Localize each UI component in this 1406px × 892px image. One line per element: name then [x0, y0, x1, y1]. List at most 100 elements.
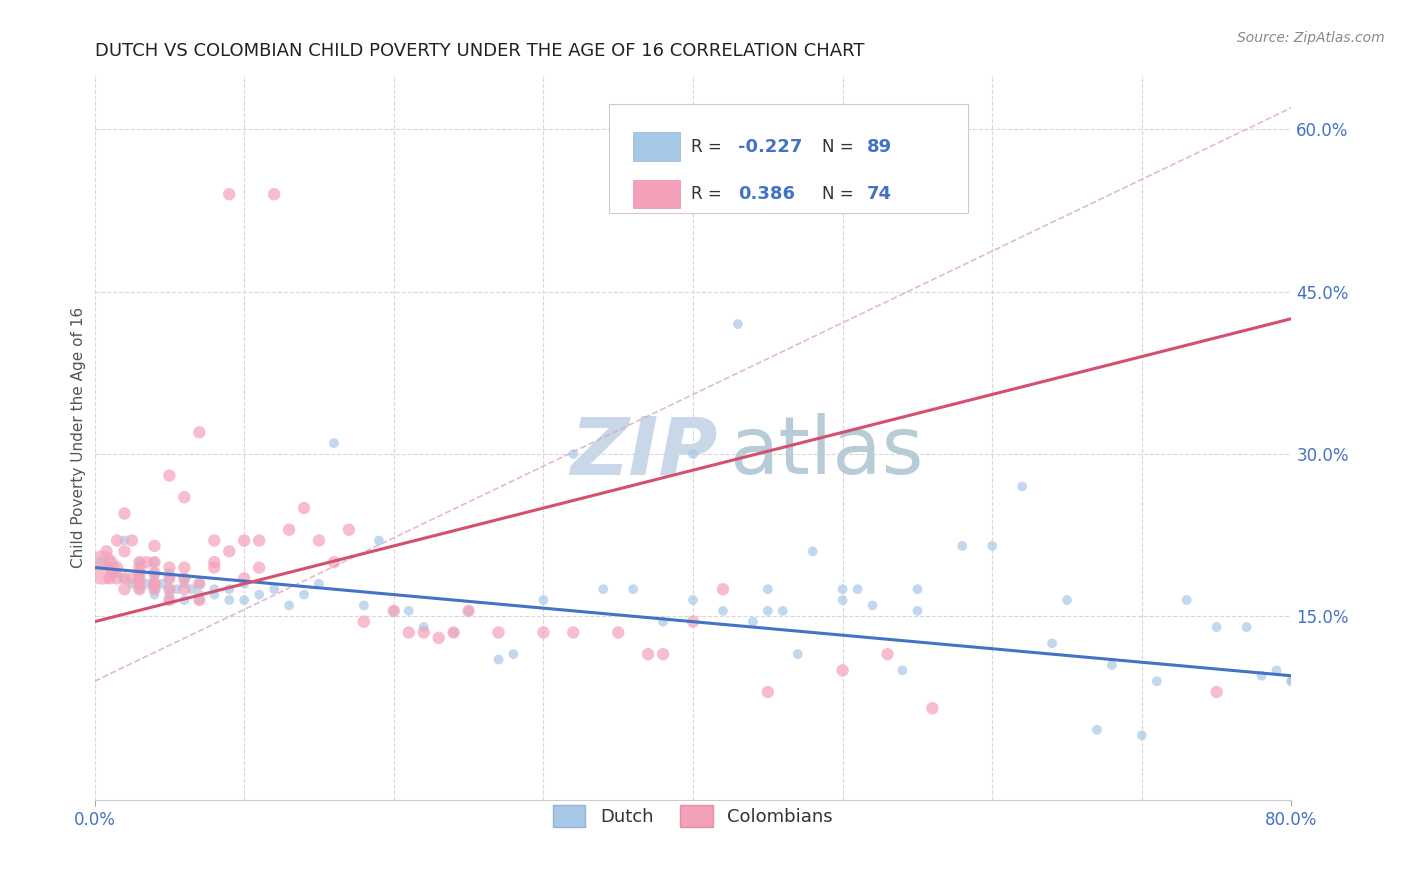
- Point: [143, 582, 166, 597]
- FancyBboxPatch shape: [633, 179, 681, 209]
- Point: [876, 647, 898, 661]
- Point: [114, 582, 136, 597]
- Point: [157, 582, 180, 597]
- Point: [637, 647, 659, 661]
- Point: [457, 604, 479, 618]
- Point: [308, 576, 330, 591]
- Point: [891, 664, 914, 678]
- Point: [1146, 674, 1168, 689]
- Point: [218, 544, 240, 558]
- Point: [114, 533, 136, 548]
- Text: N =: N =: [823, 185, 859, 202]
- Point: [488, 625, 510, 640]
- Point: [1101, 657, 1123, 672]
- Point: [846, 582, 869, 597]
- Point: [96, 544, 118, 558]
- Point: [157, 582, 180, 597]
- Point: [1265, 664, 1288, 678]
- Point: [1011, 479, 1033, 493]
- Point: [398, 604, 420, 618]
- Point: [188, 588, 211, 602]
- Point: [166, 582, 188, 597]
- Point: [741, 615, 763, 629]
- Point: [157, 571, 180, 585]
- Point: [652, 647, 675, 661]
- Point: [247, 588, 270, 602]
- Point: [128, 571, 150, 585]
- Point: [173, 593, 195, 607]
- Point: [105, 533, 128, 548]
- Point: [188, 593, 211, 607]
- Point: [1205, 685, 1227, 699]
- Point: [128, 560, 150, 574]
- Point: [202, 582, 225, 597]
- Point: [157, 566, 180, 580]
- Text: R =: R =: [690, 185, 727, 202]
- Point: [621, 582, 644, 597]
- Point: [592, 582, 614, 597]
- Point: [443, 625, 465, 640]
- Text: atlas: atlas: [728, 413, 924, 491]
- Point: [98, 555, 121, 569]
- Point: [756, 685, 779, 699]
- Point: [907, 604, 929, 618]
- Point: [91, 560, 114, 574]
- Point: [143, 576, 166, 591]
- Point: [202, 560, 225, 574]
- Text: 89: 89: [866, 137, 891, 156]
- Point: [233, 533, 256, 548]
- Text: ZIP: ZIP: [569, 413, 717, 491]
- Point: [128, 555, 150, 569]
- Point: [531, 625, 554, 640]
- Point: [1056, 593, 1078, 607]
- Point: [711, 582, 734, 597]
- Point: [173, 582, 195, 597]
- Y-axis label: Child Poverty Under the Age of 16: Child Poverty Under the Age of 16: [72, 307, 86, 568]
- Point: [188, 593, 211, 607]
- Point: [682, 447, 704, 461]
- Point: [202, 533, 225, 548]
- Point: [136, 576, 159, 591]
- Point: [772, 604, 794, 618]
- Point: [233, 571, 256, 585]
- FancyBboxPatch shape: [633, 132, 681, 161]
- Point: [105, 571, 128, 585]
- Point: [831, 582, 853, 597]
- Point: [652, 615, 675, 629]
- Point: [101, 566, 124, 580]
- Point: [143, 555, 166, 569]
- Point: [180, 582, 202, 597]
- Point: [114, 507, 136, 521]
- Point: [337, 523, 360, 537]
- Point: [308, 533, 330, 548]
- Point: [121, 571, 143, 585]
- Point: [278, 523, 301, 537]
- Point: [801, 544, 824, 558]
- Point: [412, 625, 434, 640]
- Point: [1205, 620, 1227, 634]
- Point: [218, 187, 240, 202]
- Point: [136, 555, 159, 569]
- Point: [1250, 669, 1272, 683]
- Point: [128, 582, 150, 597]
- Point: [907, 582, 929, 597]
- Point: [98, 571, 121, 585]
- Point: [711, 604, 734, 618]
- Point: [128, 566, 150, 580]
- Point: [150, 576, 173, 591]
- Point: [562, 447, 585, 461]
- Point: [157, 571, 180, 585]
- FancyBboxPatch shape: [609, 104, 969, 213]
- Point: [382, 604, 405, 618]
- Point: [173, 576, 195, 591]
- Point: [367, 533, 389, 548]
- Text: DUTCH VS COLOMBIAN CHILD POVERTY UNDER THE AGE OF 16 CORRELATION CHART: DUTCH VS COLOMBIAN CHILD POVERTY UNDER T…: [94, 42, 865, 60]
- Point: [157, 588, 180, 602]
- Point: [105, 560, 128, 574]
- Point: [921, 701, 943, 715]
- Text: Source: ZipAtlas.com: Source: ZipAtlas.com: [1237, 31, 1385, 45]
- Point: [157, 468, 180, 483]
- Point: [786, 647, 808, 661]
- Point: [218, 582, 240, 597]
- Point: [831, 664, 853, 678]
